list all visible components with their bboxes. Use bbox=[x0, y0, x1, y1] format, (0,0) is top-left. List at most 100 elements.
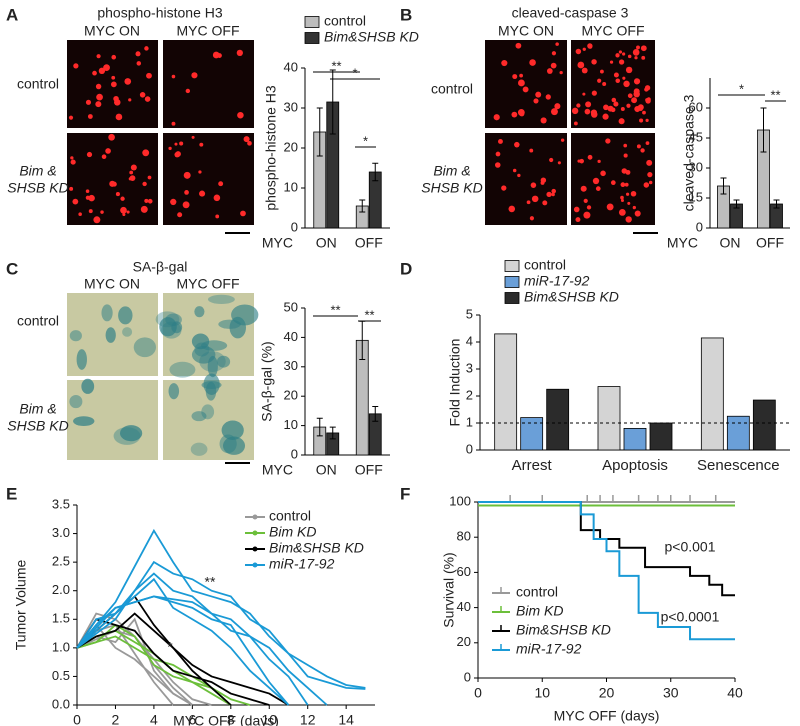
column-label: MYC OFF bbox=[177, 23, 240, 39]
stained-cell bbox=[236, 49, 243, 57]
stained-cell bbox=[518, 79, 525, 87]
significance-label: ** bbox=[331, 58, 341, 73]
stained-cell bbox=[512, 168, 517, 173]
legend-dot bbox=[252, 562, 258, 568]
stained-cell bbox=[557, 161, 561, 165]
row-label: SHSB KD bbox=[421, 180, 482, 196]
stained-cell bbox=[78, 212, 82, 216]
bar bbox=[700, 337, 724, 451]
micrograph bbox=[571, 40, 655, 128]
bar bbox=[649, 422, 673, 451]
stained-cell bbox=[73, 416, 95, 427]
stained-cell bbox=[559, 70, 563, 75]
stained-cell bbox=[579, 158, 584, 164]
y-tick-label: 0 bbox=[696, 219, 703, 234]
stained-cell bbox=[128, 98, 132, 102]
y-tick-label: 15 bbox=[689, 189, 703, 204]
stained-cell bbox=[70, 156, 74, 160]
stained-cell bbox=[231, 304, 259, 326]
stained-cell bbox=[69, 186, 74, 191]
stained-cell bbox=[69, 330, 82, 342]
stained-cell bbox=[495, 151, 501, 157]
error-bar bbox=[720, 177, 727, 195]
stained-cell bbox=[646, 97, 651, 102]
x-axis-label: MYC bbox=[262, 462, 293, 478]
legend-label: miR-17-92 bbox=[516, 641, 582, 657]
stained-cell bbox=[540, 117, 547, 124]
stained-cell bbox=[70, 159, 76, 165]
panel-letter: E bbox=[6, 484, 17, 503]
stained-cell bbox=[115, 113, 123, 121]
x-axis-label: MYC bbox=[667, 235, 698, 251]
y-tick-label: 0.0 bbox=[52, 696, 70, 711]
stained-cell bbox=[240, 210, 246, 217]
stained-cell bbox=[531, 195, 539, 203]
error-bar bbox=[733, 199, 740, 209]
y-tick-label: 10 bbox=[284, 417, 298, 432]
y-tick-label: 50 bbox=[284, 299, 298, 314]
stained-cell bbox=[587, 43, 593, 49]
y-tick-label: 20 bbox=[457, 634, 471, 649]
stained-cell bbox=[88, 194, 95, 202]
legend-label: miR-17-92 bbox=[269, 556, 335, 572]
stained-cell bbox=[179, 141, 184, 146]
tumor-line bbox=[76, 595, 290, 706]
stained-cell bbox=[519, 111, 525, 117]
x-axis-label: MYC OFF (days) bbox=[554, 708, 660, 724]
stained-cell bbox=[170, 198, 177, 206]
y-tick-label: 10 bbox=[284, 179, 298, 194]
stained-cell bbox=[194, 306, 205, 318]
stained-cell bbox=[607, 105, 614, 112]
stained-cell bbox=[501, 59, 508, 67]
stained-cell bbox=[135, 51, 141, 57]
panel-letter: F bbox=[400, 484, 410, 503]
stained-cell bbox=[512, 74, 518, 80]
x-tick-label: 30 bbox=[663, 685, 679, 701]
y-axis-label: Survival (%) bbox=[441, 552, 457, 627]
x-tick-label: 0 bbox=[73, 712, 81, 726]
bar bbox=[520, 417, 544, 451]
stained-cell bbox=[68, 115, 74, 120]
stained-cell bbox=[191, 72, 198, 79]
stained-cell bbox=[207, 355, 218, 378]
stained-cell bbox=[626, 103, 631, 108]
micrograph bbox=[571, 133, 655, 225]
stained-cell bbox=[221, 420, 244, 440]
legend-label: control bbox=[324, 13, 366, 29]
legend-label: control bbox=[524, 257, 566, 273]
stained-cell bbox=[128, 177, 132, 181]
x-tick-label: OFF bbox=[355, 462, 383, 478]
y-tick-label: 20 bbox=[284, 139, 298, 154]
stained-cell bbox=[573, 206, 580, 213]
stained-cell bbox=[519, 73, 523, 78]
stained-cell bbox=[620, 182, 626, 188]
stained-cell bbox=[597, 78, 602, 83]
y-tick-label: 30 bbox=[689, 159, 703, 174]
x-axis-label: MYC bbox=[262, 235, 293, 251]
stained-cell bbox=[623, 153, 628, 158]
stained-cell bbox=[646, 159, 653, 166]
stained-cell bbox=[88, 209, 93, 214]
stained-cell bbox=[526, 200, 531, 205]
stained-cell bbox=[168, 383, 180, 400]
stained-cell bbox=[201, 404, 215, 420]
stained-cell bbox=[215, 214, 220, 219]
stained-cell bbox=[638, 107, 643, 111]
bar bbox=[726, 415, 750, 451]
annotation: * bbox=[167, 639, 173, 655]
column-label: MYC ON bbox=[84, 23, 140, 39]
stained-cell bbox=[551, 51, 557, 56]
stained-cell bbox=[147, 198, 153, 204]
stained-cell bbox=[585, 101, 592, 108]
stained-cell bbox=[609, 60, 614, 64]
stained-cell bbox=[591, 111, 598, 118]
stained-cell bbox=[551, 188, 556, 194]
stained-cell bbox=[85, 189, 90, 193]
y-tick-label: 1 bbox=[466, 414, 473, 429]
x-tick-label: 40 bbox=[727, 685, 743, 701]
x-tick-label: OFF bbox=[756, 235, 784, 251]
stained-cell bbox=[627, 54, 632, 59]
row-label: control bbox=[431, 81, 473, 97]
